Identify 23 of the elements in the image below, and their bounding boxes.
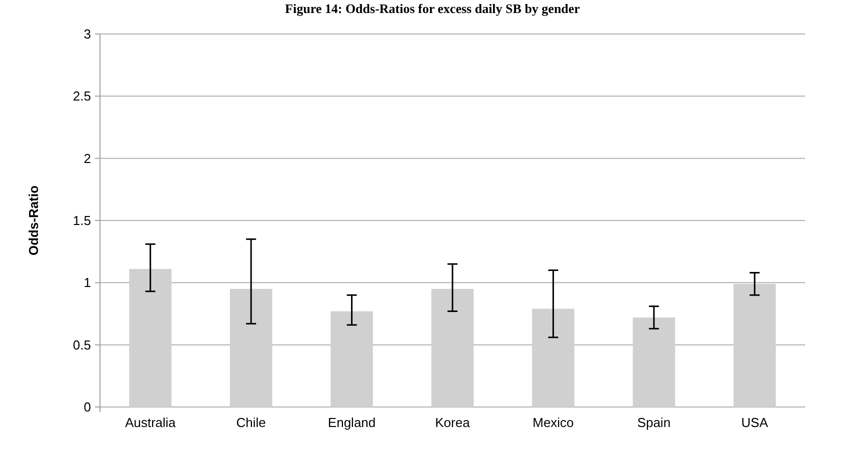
x-tick-label: Mexico [532, 415, 574, 430]
y-axis-title: Odds-Ratio [26, 185, 41, 256]
bar [330, 311, 373, 407]
y-tick-label: 3 [84, 26, 91, 42]
x-tick-label: Chile [236, 415, 266, 430]
bar [431, 288, 474, 407]
x-tick-label: Spain [637, 415, 671, 430]
bar [230, 288, 272, 407]
y-tick-label: 2.5 [72, 88, 91, 104]
y-tick-label: 1 [84, 275, 91, 290]
y-tick-label: 2 [84, 150, 91, 166]
bar [532, 308, 574, 407]
bar [129, 268, 172, 407]
x-tick-label: Korea [435, 415, 471, 430]
x-tick-label: England [328, 415, 376, 430]
x-tick-label: USA [741, 415, 768, 430]
y-tick-label: 0 [84, 400, 91, 415]
bar [632, 317, 676, 407]
y-tick-label: 0.5 [72, 337, 91, 352]
y-tick-label: 1.5 [72, 213, 91, 228]
x-tick-label: Australia [125, 415, 176, 430]
bar [733, 284, 776, 407]
chart-title: Figure 14: Odds-Ratios for excess daily SB by gender [285, 1, 580, 16]
